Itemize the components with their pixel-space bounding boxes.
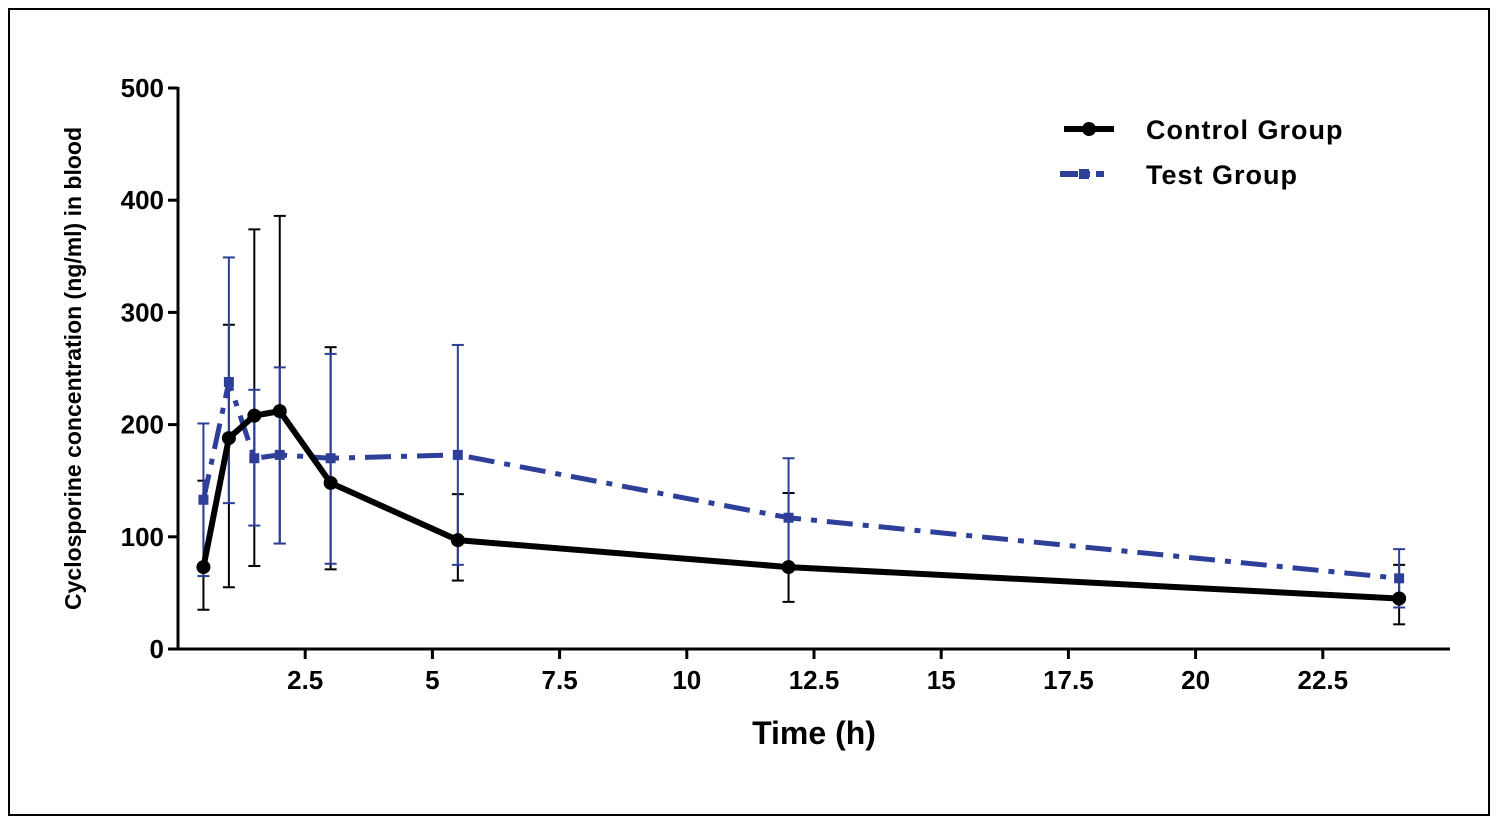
y-axis-title: Cyclosporine concentration (ng/ml) in bl… [60, 127, 86, 610]
point-test [452, 449, 463, 460]
y-tick-label: 500 [121, 73, 164, 103]
point-control [196, 560, 211, 575]
legend-entry-test: Test Group [1060, 160, 1298, 190]
point-control [781, 560, 796, 575]
x-tick-label: 17.5 [1043, 665, 1094, 695]
point-test [223, 376, 234, 387]
series-line-test [200, 379, 1400, 581]
point-test [198, 494, 209, 505]
point-control [1392, 591, 1407, 606]
legend-marker-control [1082, 122, 1096, 136]
x-tick-label: 2.5 [287, 665, 323, 695]
point-control [323, 475, 338, 490]
y-tick-label: 200 [121, 410, 164, 440]
point-test [274, 449, 285, 460]
point-control [221, 431, 236, 446]
x-axis-title: Time (h) [752, 715, 876, 751]
x-tick-label: 15 [927, 665, 956, 695]
error-bars [197, 214, 1406, 626]
series-lines [196, 376, 1407, 606]
figure-frame [8, 8, 1490, 816]
x-tick-label: 20 [1181, 665, 1210, 695]
point-control [247, 408, 262, 423]
x-tick-label: 7.5 [542, 665, 578, 695]
point-test [1394, 573, 1405, 584]
x-tick-label: 22.5 [1297, 665, 1348, 695]
y-tick-label: 0 [150, 634, 164, 664]
y-tick-label: 300 [121, 297, 164, 327]
point-test [783, 512, 794, 523]
legend-marker-test [1079, 169, 1089, 179]
y-tick-label: 100 [121, 522, 164, 552]
legend-entry-control: Control Group [1064, 115, 1343, 145]
legend-label-control: Control Group [1146, 115, 1343, 145]
point-control [450, 533, 465, 548]
x-tick-label: 12.5 [789, 665, 840, 695]
x-tick-label: 10 [672, 665, 701, 695]
legend: Control Group Test Group [1060, 115, 1343, 190]
legend-label-test: Test Group [1146, 160, 1298, 190]
x-tick-label: 5 [425, 665, 439, 695]
point-test [249, 453, 260, 464]
y-tick-label: 400 [121, 185, 164, 215]
point-test [325, 453, 336, 464]
point-control [272, 404, 287, 419]
series-line-control [200, 408, 1400, 602]
ticks: 0 100 200 300 400 500 2.5 5 7.5 10 12.5 15 17.5 20 22.… [121, 73, 1348, 695]
